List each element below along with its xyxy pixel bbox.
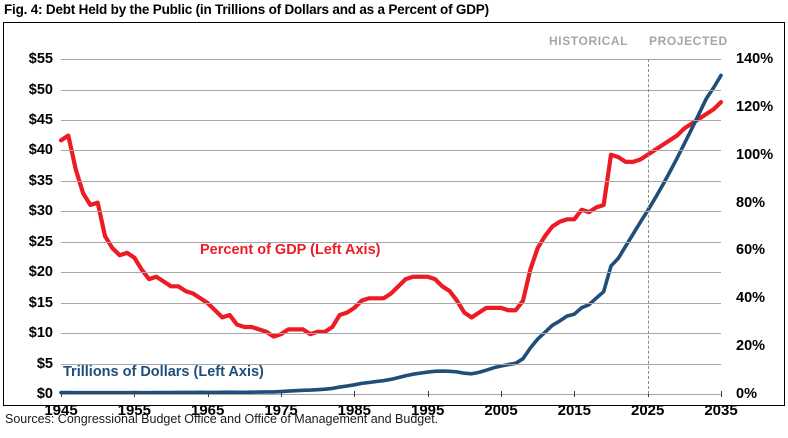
historical-band-label: HISTORICAL: [549, 34, 629, 48]
historical-projected-divider: [647, 59, 649, 394]
series-line-trillions-of-dollars: [59, 73, 723, 395]
gridline: [61, 302, 721, 304]
right-axis-tick-label: 140%: [736, 51, 774, 67]
right-axis-tick-label: 80%: [736, 194, 766, 211]
x-axis-tick-label: 1985: [337, 402, 371, 419]
gridline: [61, 363, 721, 365]
gridline: [61, 272, 721, 274]
x-axis-tick-label: 1995: [411, 402, 445, 419]
gridline: [61, 241, 721, 243]
left-axis-tick-label: $40: [28, 142, 53, 159]
x-axis-tick: [721, 391, 722, 397]
series-label-trillions-of-dollars: Trillions of Dollars (Left Axis): [63, 364, 264, 380]
x-axis-tick-label: 2015: [557, 402, 591, 419]
left-axis-tick-label: $20: [28, 264, 53, 281]
gridline: [61, 394, 721, 395]
left-axis-tick-label: $30: [28, 203, 53, 220]
x-axis-tick-label: 1975: [264, 402, 298, 419]
x-axis-tick: [281, 391, 282, 397]
series-lines: [58, 73, 724, 395]
series-line-percent-of-gdp: [58, 99, 724, 339]
left-axis-tick-label: $15: [28, 294, 53, 311]
x-axis-tick-label: 2005: [484, 402, 518, 419]
figure-title: Fig. 4: Debt Held by the Public (in Tril…: [4, 2, 489, 17]
x-axis-tick: [501, 391, 502, 397]
left-axis-tick-label: $25: [28, 233, 53, 250]
left-axis-tick-label: $0: [36, 386, 53, 402]
right-axis-tick-label: 100%: [736, 146, 774, 163]
left-axis-tick-label: $10: [28, 325, 53, 342]
right-axis-tick-label: 20%: [736, 338, 766, 355]
gridline: [61, 211, 721, 213]
x-axis-tick-label: 1945: [44, 402, 78, 419]
right-axis-tick-label: 0%: [736, 386, 757, 402]
gridline: [61, 119, 721, 121]
x-axis-tick: [427, 391, 429, 397]
x-axis-tick: [647, 391, 649, 397]
x-axis-tick-label: 2035: [704, 402, 738, 419]
left-axis-tick-label: $55: [28, 51, 53, 67]
right-axis-tick-label: 60%: [736, 242, 766, 259]
x-axis-tick-label: 2025: [631, 402, 665, 419]
x-axis-tick-label: 1965: [191, 402, 225, 419]
left-axis-tick-label: $35: [28, 172, 53, 189]
gridline: [61, 59, 721, 60]
left-axis-tick-label: $45: [28, 111, 53, 128]
x-axis-tick: [61, 391, 62, 397]
gridline: [61, 333, 721, 335]
gridline: [61, 89, 721, 91]
chart-frame: $0 $5 $10 $15 $20 $25 $30 $35 $40 $45 $50 $55 0% 20%…: [3, 22, 785, 418]
x-axis-tick: [207, 391, 209, 397]
left-axis-tick-label: $5: [36, 355, 53, 372]
left-axis-tick-label: $50: [28, 81, 53, 98]
series-label-percent-of-gdp: Percent of GDP (Left Axis): [200, 242, 381, 258]
right-axis-tick-label: 120%: [736, 98, 774, 115]
x-axis-tick: [574, 391, 576, 397]
x-axis-tick-label: 1955: [117, 402, 151, 419]
gridline: [61, 150, 721, 152]
projected-band-label: PROJECTED: [649, 34, 728, 48]
right-axis-tick-label: 40%: [736, 290, 766, 307]
plot-area: [58, 59, 724, 397]
x-axis-tick: [134, 391, 136, 397]
sources-note: Sources: Congressional Budget Office and…: [5, 412, 439, 426]
x-axis-tick: [354, 391, 356, 397]
gridline: [61, 180, 721, 182]
